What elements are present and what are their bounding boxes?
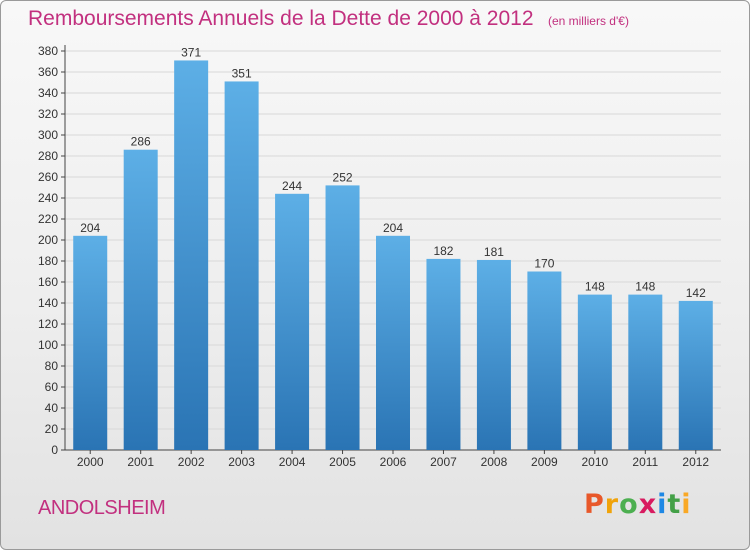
y-tick-label: 280 — [38, 149, 58, 163]
bars — [73, 60, 713, 451]
y-tick-label: 180 — [38, 254, 58, 268]
logo-letter: P — [584, 489, 605, 520]
bar-2009 — [527, 271, 562, 450]
bar-2000 — [73, 235, 108, 450]
x-tick-label: 2003 — [228, 455, 255, 469]
bar-2011 — [628, 294, 663, 450]
data-label: 286 — [131, 135, 151, 149]
bar-2012 — [678, 300, 713, 450]
y-tick-label: 300 — [38, 128, 58, 142]
logo-letter: i — [657, 489, 668, 520]
logo-letter: o — [619, 489, 639, 520]
y-tick-label: 160 — [38, 275, 58, 289]
logo-letter: x — [638, 489, 658, 520]
logo-letter: i — [681, 489, 692, 520]
data-label: 142 — [686, 286, 706, 300]
x-tick-label: 2010 — [581, 455, 608, 469]
y-tick-label: 60 — [45, 380, 59, 394]
y-tick-label: 140 — [38, 296, 58, 310]
data-label: 182 — [433, 244, 453, 258]
data-label: 204 — [80, 221, 100, 235]
data-label: 148 — [635, 280, 655, 294]
chart-subtitle: (en milliers d'€) — [547, 14, 629, 28]
bar-2004 — [275, 193, 310, 451]
bar-2001 — [123, 149, 158, 450]
y-tick-label: 320 — [38, 107, 58, 121]
x-tick-label: 2011 — [632, 455, 658, 469]
bar-2006 — [376, 235, 410, 450]
data-label: 204 — [383, 221, 403, 235]
chart-title-area: Remboursements Annuels de la Dette de 20… — [28, 7, 629, 31]
data-label: 181 — [484, 245, 504, 259]
proxiti-logo: Proxiti — [584, 489, 692, 520]
x-tick-label: 2000 — [77, 455, 104, 469]
y-tick-label: 240 — [38, 191, 58, 205]
data-label: 148 — [585, 280, 605, 294]
y-tick-label: 260 — [38, 170, 58, 184]
y-tick-label: 20 — [45, 422, 59, 436]
x-tick-label: 2005 — [329, 455, 356, 469]
chart-title: Remboursements Annuels de la Dette de 20… — [28, 7, 534, 30]
logo-letter: t — [667, 489, 682, 520]
x-tick-label: 2001 — [127, 455, 154, 469]
commune-name: ANDOLSHEIM — [38, 497, 166, 519]
x-tick-label: 2006 — [380, 455, 407, 469]
y-tick-label: 80 — [45, 359, 59, 373]
x-tick-label: 2009 — [531, 455, 558, 469]
data-label: 351 — [232, 66, 252, 80]
bar-2003 — [224, 81, 259, 450]
y-tick-label: 40 — [45, 401, 59, 415]
bar-2008 — [476, 259, 511, 450]
bar-2010 — [577, 294, 612, 450]
y-tick-label: 360 — [38, 65, 58, 79]
bar-2007 — [426, 258, 461, 450]
y-tick-label: 200 — [38, 233, 58, 247]
y-tick-label: 0 — [51, 443, 58, 457]
x-tick-label: 2012 — [682, 455, 709, 469]
bar-2002 — [174, 60, 209, 450]
data-label: 170 — [534, 257, 554, 271]
y-tick-label: 220 — [38, 212, 58, 226]
logo-letter: r — [604, 489, 620, 520]
y-tick-label: 120 — [38, 317, 58, 331]
y-tick-label: 380 — [38, 44, 58, 58]
y-tick-label: 340 — [38, 86, 58, 100]
x-tick-label: 2008 — [481, 455, 508, 469]
data-label: 371 — [181, 45, 201, 59]
labels: 0 20 40 60 80 100 120 140 160 180 200 220 240 260 280 3… — [38, 44, 709, 469]
bar-2005 — [325, 185, 360, 450]
y-tick-label: 100 — [38, 338, 58, 352]
data-label: 244 — [282, 179, 302, 193]
x-tick-label: 2004 — [279, 455, 306, 469]
data-label: 252 — [333, 170, 353, 184]
x-tick-label: 2007 — [430, 455, 457, 469]
x-tick-label: 2002 — [178, 455, 205, 469]
